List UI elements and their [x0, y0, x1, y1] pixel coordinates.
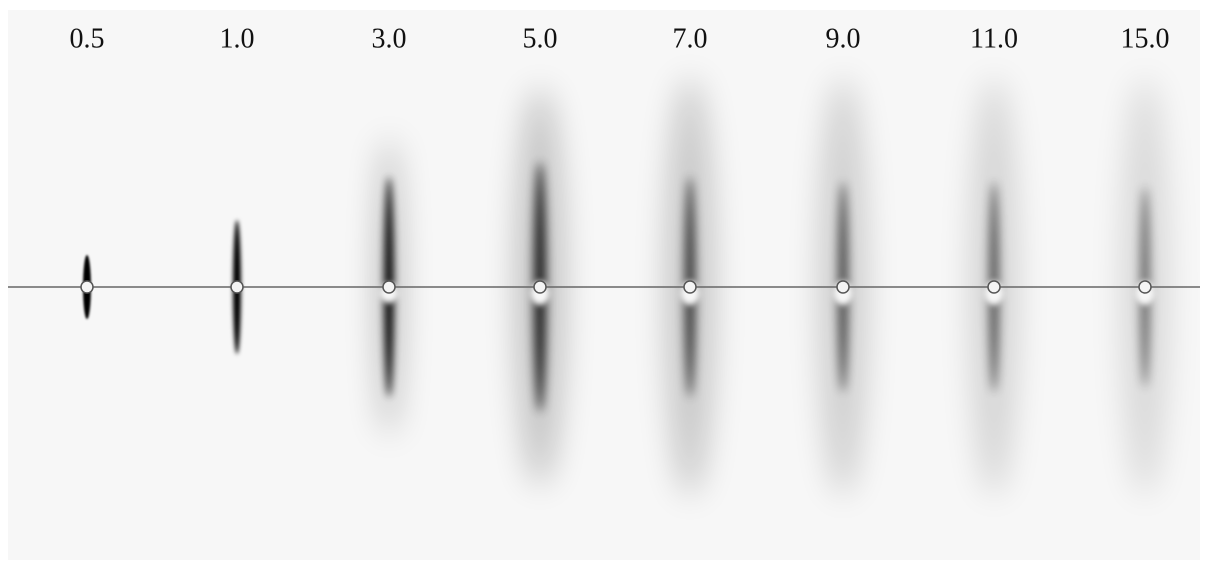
center-marker	[231, 281, 243, 293]
panel	[8, 10, 1200, 560]
center-marker	[81, 281, 93, 293]
center-marker	[534, 281, 546, 293]
column-label: 0.5	[70, 23, 105, 54]
column-label: 1.0	[220, 23, 255, 54]
column-label: 3.0	[372, 23, 407, 54]
column-label: 11.0	[970, 23, 1018, 54]
column-label: 9.0	[826, 23, 861, 54]
figure: 0.5 1.0 3.0 5.0 7.0 9.0 11.0 15.0	[0, 0, 1208, 567]
column-label: 5.0	[523, 23, 558, 54]
center-marker	[383, 281, 395, 293]
center-marker	[988, 281, 1000, 293]
center-marker	[837, 281, 849, 293]
column-label: 7.0	[673, 23, 708, 54]
column-label: 15.0	[1121, 23, 1170, 54]
center-marker	[1139, 281, 1151, 293]
center-marker	[684, 281, 696, 293]
